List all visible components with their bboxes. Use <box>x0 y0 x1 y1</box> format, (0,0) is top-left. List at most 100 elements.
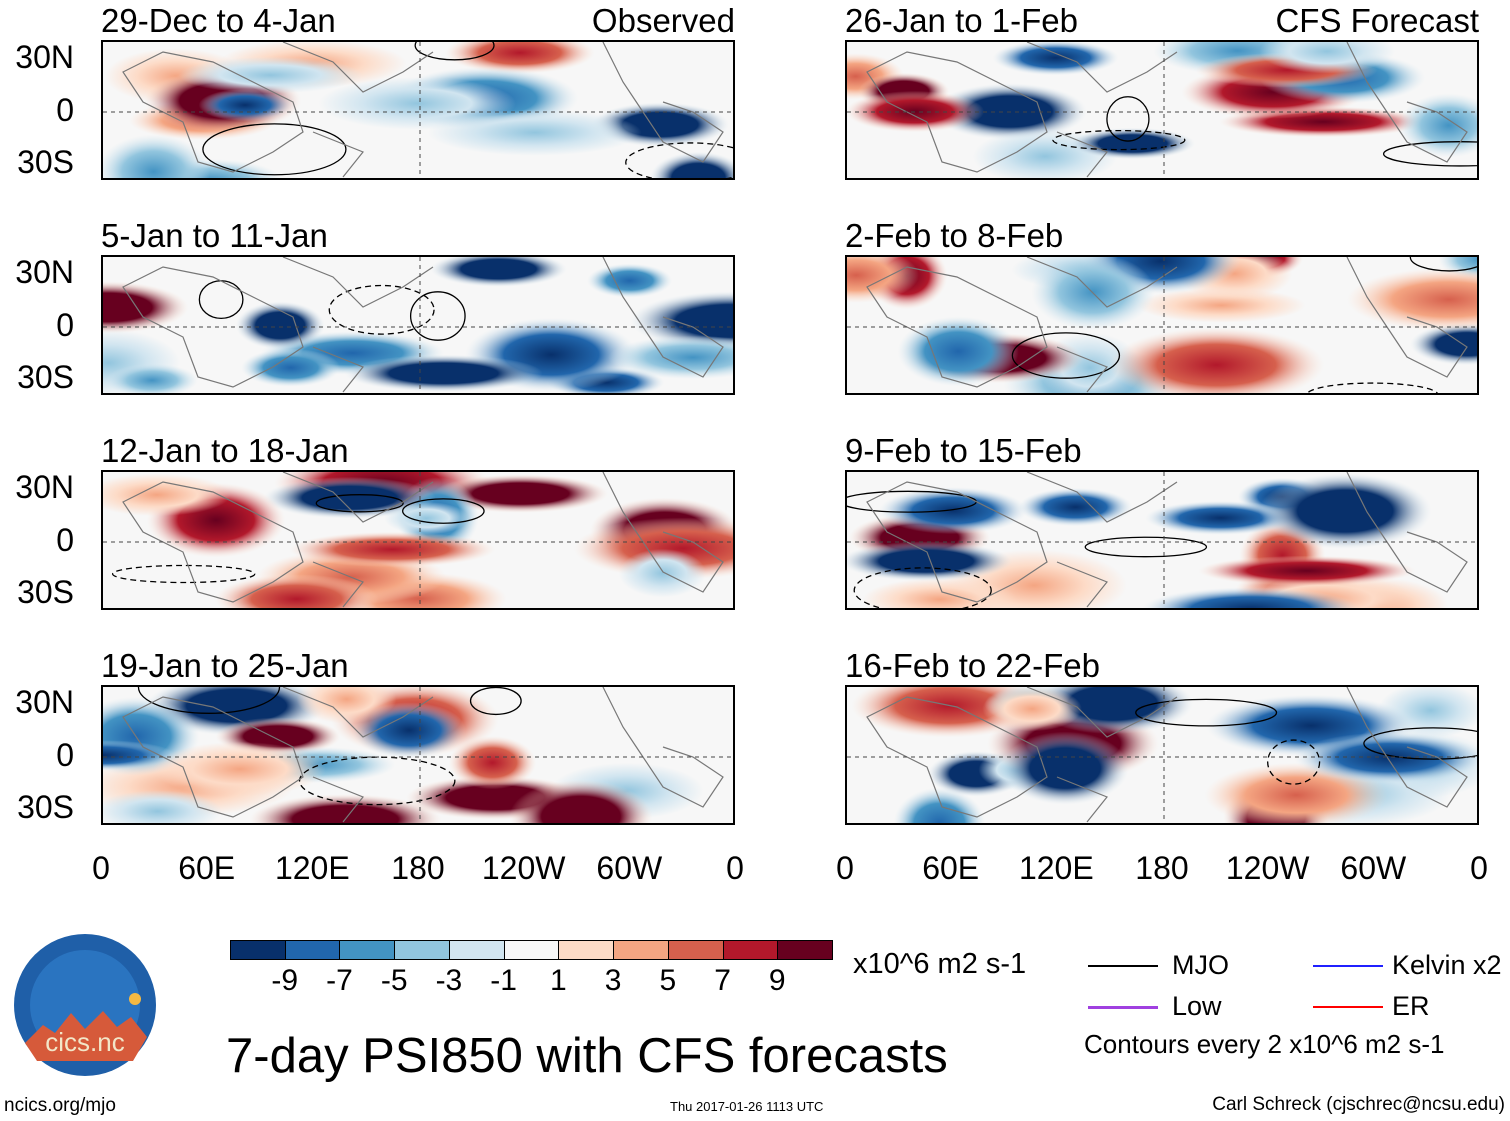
anomaly-blob <box>153 741 326 797</box>
lon-tick-label: 60W <box>596 850 663 886</box>
mjo-contour <box>401 498 485 524</box>
mjo-contour <box>1306 382 1439 393</box>
anomaly-blob <box>982 687 1082 732</box>
panel-title: 29-Dec to 4-Jan <box>101 2 336 39</box>
mjo-contour <box>1084 536 1208 558</box>
mjo-contour <box>1052 129 1186 151</box>
coastline <box>122 257 724 393</box>
lat-tick-label: 0 <box>56 737 74 773</box>
lat-tick-label: 0 <box>56 522 74 558</box>
lon-tick-label: 120E <box>274 850 350 886</box>
anomaly-blob <box>586 263 673 298</box>
mjo-contour <box>315 494 404 513</box>
anomaly-blob <box>241 348 341 387</box>
mjo-contour <box>1382 141 1477 167</box>
mjo-contour <box>1409 257 1477 272</box>
anomaly-blob <box>289 531 496 568</box>
colorbar-swatch <box>777 940 833 960</box>
mjo-contour <box>137 687 281 714</box>
anomaly-blob <box>106 363 198 393</box>
panel-type-label: CFS Forecast <box>1275 2 1479 39</box>
lon-tick-label: 120W <box>1225 850 1310 886</box>
colorbar-swatch <box>558 940 615 960</box>
anomaly-blob <box>847 541 1013 582</box>
lon-tick-label: 180 <box>391 850 445 886</box>
colorbar-label: 9 <box>768 964 786 997</box>
anomaly-blob <box>1145 500 1297 535</box>
legend-label-low: Low <box>1172 991 1222 1021</box>
panel-title: 26-Jan to 1-Feb <box>845 2 1078 39</box>
panel-title: 16-Feb to 22-Feb <box>845 647 1100 684</box>
svg-text:cics.nc: cics.nc <box>45 1027 124 1057</box>
anomaly-blob <box>1409 323 1477 366</box>
lon-tick-label: 120E <box>1018 850 1094 886</box>
lat-tick-label: 30S <box>17 789 74 825</box>
anomaly-blob <box>509 779 653 823</box>
anomaly-blob <box>1258 473 1432 550</box>
anomaly-blob <box>318 77 517 130</box>
anomaly-blob <box>629 291 733 351</box>
colorbar-swatch <box>613 940 669 960</box>
panel-title: 12-Jan to 18-Jan <box>101 432 349 469</box>
map-panel <box>845 40 1479 180</box>
colorbar-label: -9 <box>271 964 299 997</box>
anomaly-blob <box>263 476 436 519</box>
map-panel <box>845 685 1479 825</box>
colorbar-label: 7 <box>714 964 731 997</box>
anomaly-blob <box>198 88 292 122</box>
anomaly-blob <box>878 487 1028 535</box>
mjo-contour <box>111 564 256 584</box>
mjo-contour <box>853 567 992 608</box>
panel-title: 19-Jan to 25-Jan <box>101 647 349 684</box>
legend-line-low <box>1088 1006 1158 1009</box>
anomaly-blob <box>1294 732 1477 784</box>
colorbar-swatch <box>722 940 779 960</box>
anomaly-blob <box>893 787 986 823</box>
anomaly-blob <box>618 548 707 598</box>
lat-tick-label: 30N <box>15 39 74 75</box>
lat-tick-label: 0 <box>56 92 74 128</box>
legend-line-kelvin <box>1313 965 1383 967</box>
lat-tick-label: 0 <box>56 307 74 343</box>
coastline <box>122 42 724 178</box>
lat-tick-label: 30S <box>17 574 74 610</box>
anomaly-blob <box>448 736 537 790</box>
colorbar-swatch <box>230 940 286 960</box>
coastline <box>122 472 724 608</box>
map-panel <box>101 40 735 180</box>
colorbar-label: -3 <box>435 964 463 997</box>
anomaly-blob <box>444 42 595 74</box>
colorbar-swatch <box>448 940 505 960</box>
mjo-contour <box>1135 698 1278 727</box>
anomaly-blob <box>235 301 325 350</box>
anomaly-blob <box>430 257 567 287</box>
panel-title: 5-Jan to 11-Jan <box>101 217 328 254</box>
lat-tick-label: 30N <box>15 684 74 720</box>
mjo-contour <box>414 42 495 61</box>
panel-type-label: Observed <box>591 2 735 39</box>
mjo-contour <box>469 687 522 716</box>
legend-label-er: ER <box>1392 991 1430 1021</box>
lat-tick-label: 30N <box>15 254 74 290</box>
legend-label-kelvin: Kelvin x2 <box>1392 950 1502 980</box>
anomaly-blob <box>103 740 176 771</box>
panel-title: 2-Feb to 8-Feb <box>845 217 1064 254</box>
lon-tick-label: 0 <box>92 850 110 886</box>
lat-tick-label: 30S <box>17 144 74 180</box>
footer-site-link[interactable]: ncics.org/mjo <box>4 1095 116 1116</box>
mjo-contour <box>1363 727 1477 760</box>
cics-logo: cics.nc <box>13 933 157 1077</box>
lat-tick-label: 30N <box>15 469 74 505</box>
colorbar-label: 1 <box>550 964 567 997</box>
coastline <box>866 472 1468 608</box>
anomaly-blob <box>1018 487 1133 527</box>
map-panel <box>101 470 735 610</box>
lon-tick-label: 180 <box>1135 850 1189 886</box>
anomaly-blob <box>1142 587 1360 608</box>
legend-line-er <box>1313 1006 1383 1008</box>
colorbar-units: x10^6 m2 s-1 <box>853 948 1027 980</box>
lon-tick-label: 0 <box>836 850 854 886</box>
colorbar-swatch <box>394 940 450 960</box>
legend-label-mjo: MJO <box>1172 950 1229 980</box>
